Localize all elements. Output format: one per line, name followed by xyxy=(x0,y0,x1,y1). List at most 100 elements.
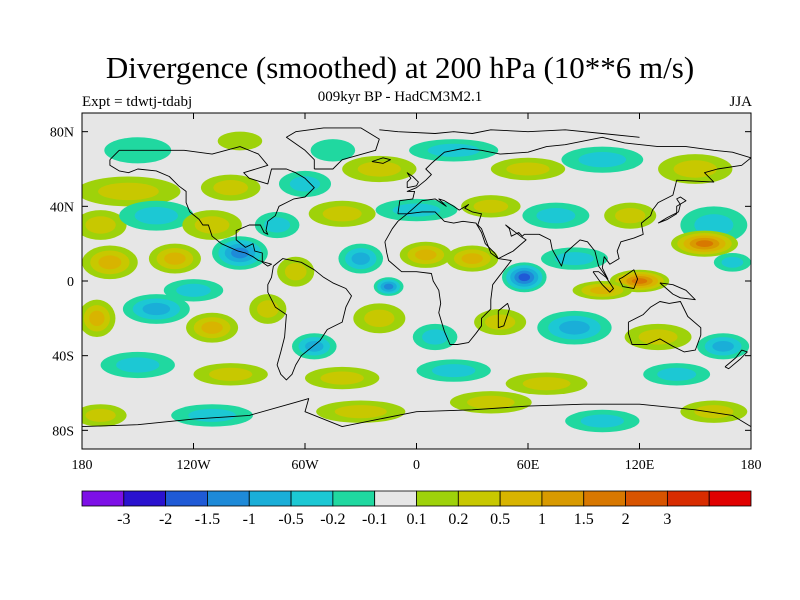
figure-title: Divergence (smoothed) at 200 hPa (10**6 … xyxy=(105,50,695,85)
divergence-contour xyxy=(431,364,476,378)
coastline xyxy=(397,136,751,280)
divergence-contour xyxy=(484,314,516,330)
coastline xyxy=(657,196,687,224)
divergence-contour xyxy=(461,253,483,264)
divergence-contour xyxy=(310,139,356,162)
figure-subtitle: 009kyr BP - HadCM3M2.1 xyxy=(317,89,483,105)
coastline xyxy=(406,172,419,189)
divergence-contour xyxy=(580,414,625,428)
coastline xyxy=(384,211,512,345)
experiment-label: Expt = tdwtj-tdabj xyxy=(82,94,193,110)
divergence-contour xyxy=(351,252,370,265)
coastline xyxy=(379,129,640,138)
colorbar-label: 3 xyxy=(663,511,671,528)
divergence-contour xyxy=(473,199,509,213)
divergence-contour xyxy=(201,321,223,334)
divergence-contour xyxy=(518,273,531,282)
divergence-contour xyxy=(364,309,395,328)
divergence-contour xyxy=(217,131,263,151)
colorbar-label: 2 xyxy=(622,511,630,528)
divergence-contour xyxy=(320,371,364,385)
x-tick-label: 60E xyxy=(517,458,540,473)
y-tick-label: 80S xyxy=(52,424,74,439)
divergence-contour xyxy=(383,283,394,290)
divergence-contour xyxy=(590,286,615,295)
coastline xyxy=(618,269,639,289)
divergence-contour xyxy=(631,278,648,284)
y-tick-label: 40S xyxy=(52,350,74,365)
colorbar-label: -2 xyxy=(159,511,172,528)
colorbar-swatch xyxy=(123,490,167,507)
divergence-contour xyxy=(638,329,678,345)
y-tick-label: 80N xyxy=(50,126,74,141)
divergence-contour xyxy=(322,206,362,222)
divergence-contour xyxy=(392,203,441,217)
coastlines xyxy=(82,127,751,428)
colorbar-label: 0.5 xyxy=(490,511,510,528)
colorbar-label: -3 xyxy=(117,511,130,528)
colorbar-swatch xyxy=(165,490,208,507)
colorbar-label: -1 xyxy=(243,511,256,528)
divergence-contour xyxy=(264,217,291,233)
coastline xyxy=(267,258,352,381)
colorbar-swatch xyxy=(332,490,376,507)
coastline xyxy=(371,157,391,164)
colorbar-label: -0.5 xyxy=(278,511,303,528)
x-tick-label: 180 xyxy=(72,458,93,473)
divergence-contour xyxy=(256,300,279,318)
coastline xyxy=(109,146,315,267)
divergence-contour xyxy=(559,320,590,335)
divergence-contour xyxy=(134,206,179,225)
x-tick-label: 180 xyxy=(741,458,762,473)
divergence-contour xyxy=(694,214,734,236)
divergence-contour xyxy=(466,395,515,409)
divergence-contour xyxy=(284,262,307,281)
colorbar-swatch xyxy=(625,490,668,507)
divergence-contour xyxy=(208,367,253,381)
divergence-contour xyxy=(615,208,646,224)
divergence-contour xyxy=(578,152,627,168)
divergence-contour xyxy=(415,249,437,261)
colorbar-swatch xyxy=(81,490,125,507)
season-label: JJA xyxy=(729,94,752,110)
divergence-contour xyxy=(116,357,160,373)
divergence-contour xyxy=(657,367,697,381)
x-tick-label: 0 xyxy=(413,458,420,473)
colorbar-swatch xyxy=(541,490,585,507)
colorbar-swatch xyxy=(416,490,459,507)
x-tick-label: 120E xyxy=(625,458,655,473)
coastline xyxy=(724,349,748,370)
colorbar-swatch xyxy=(248,490,292,507)
colorbar-label: 1 xyxy=(538,511,546,528)
colorbar-swatch xyxy=(290,490,334,507)
coastline xyxy=(497,302,510,329)
divergence-contour xyxy=(695,240,714,248)
colorbar-swatch xyxy=(374,490,417,507)
colorbar-swatch xyxy=(666,490,710,507)
divergence-contour xyxy=(712,340,734,352)
colorbar-label: -0.2 xyxy=(320,511,345,528)
divergence-contour xyxy=(554,252,594,266)
divergence-contour xyxy=(289,176,321,192)
colorbar-swatch xyxy=(207,490,250,507)
colorbar: -3 -2 -1.5 -1 -0.5 -0.2 -0.1 0.1 0.2 0.5 1 1.5 2 3 xyxy=(81,490,752,528)
colorbar-swatch xyxy=(499,490,543,507)
divergence-contour xyxy=(213,180,249,196)
divergence-field xyxy=(82,131,751,433)
y-tick-label: 40N xyxy=(50,200,74,215)
x-tick-label: 120W xyxy=(176,458,211,473)
divergence-contour xyxy=(422,329,449,345)
divergence-contour xyxy=(721,256,744,268)
divergence-contour xyxy=(89,310,105,327)
divergence-contour xyxy=(334,405,387,419)
coastline xyxy=(659,282,696,301)
divergence-contour xyxy=(673,160,717,178)
colorbar-label: 0.2 xyxy=(448,511,468,528)
coastline xyxy=(285,127,380,170)
divergence-contour xyxy=(142,302,171,316)
divergence-contour xyxy=(194,216,230,234)
divergence-contour xyxy=(188,408,236,422)
divergence-contour xyxy=(85,408,116,422)
coastline xyxy=(627,301,702,353)
